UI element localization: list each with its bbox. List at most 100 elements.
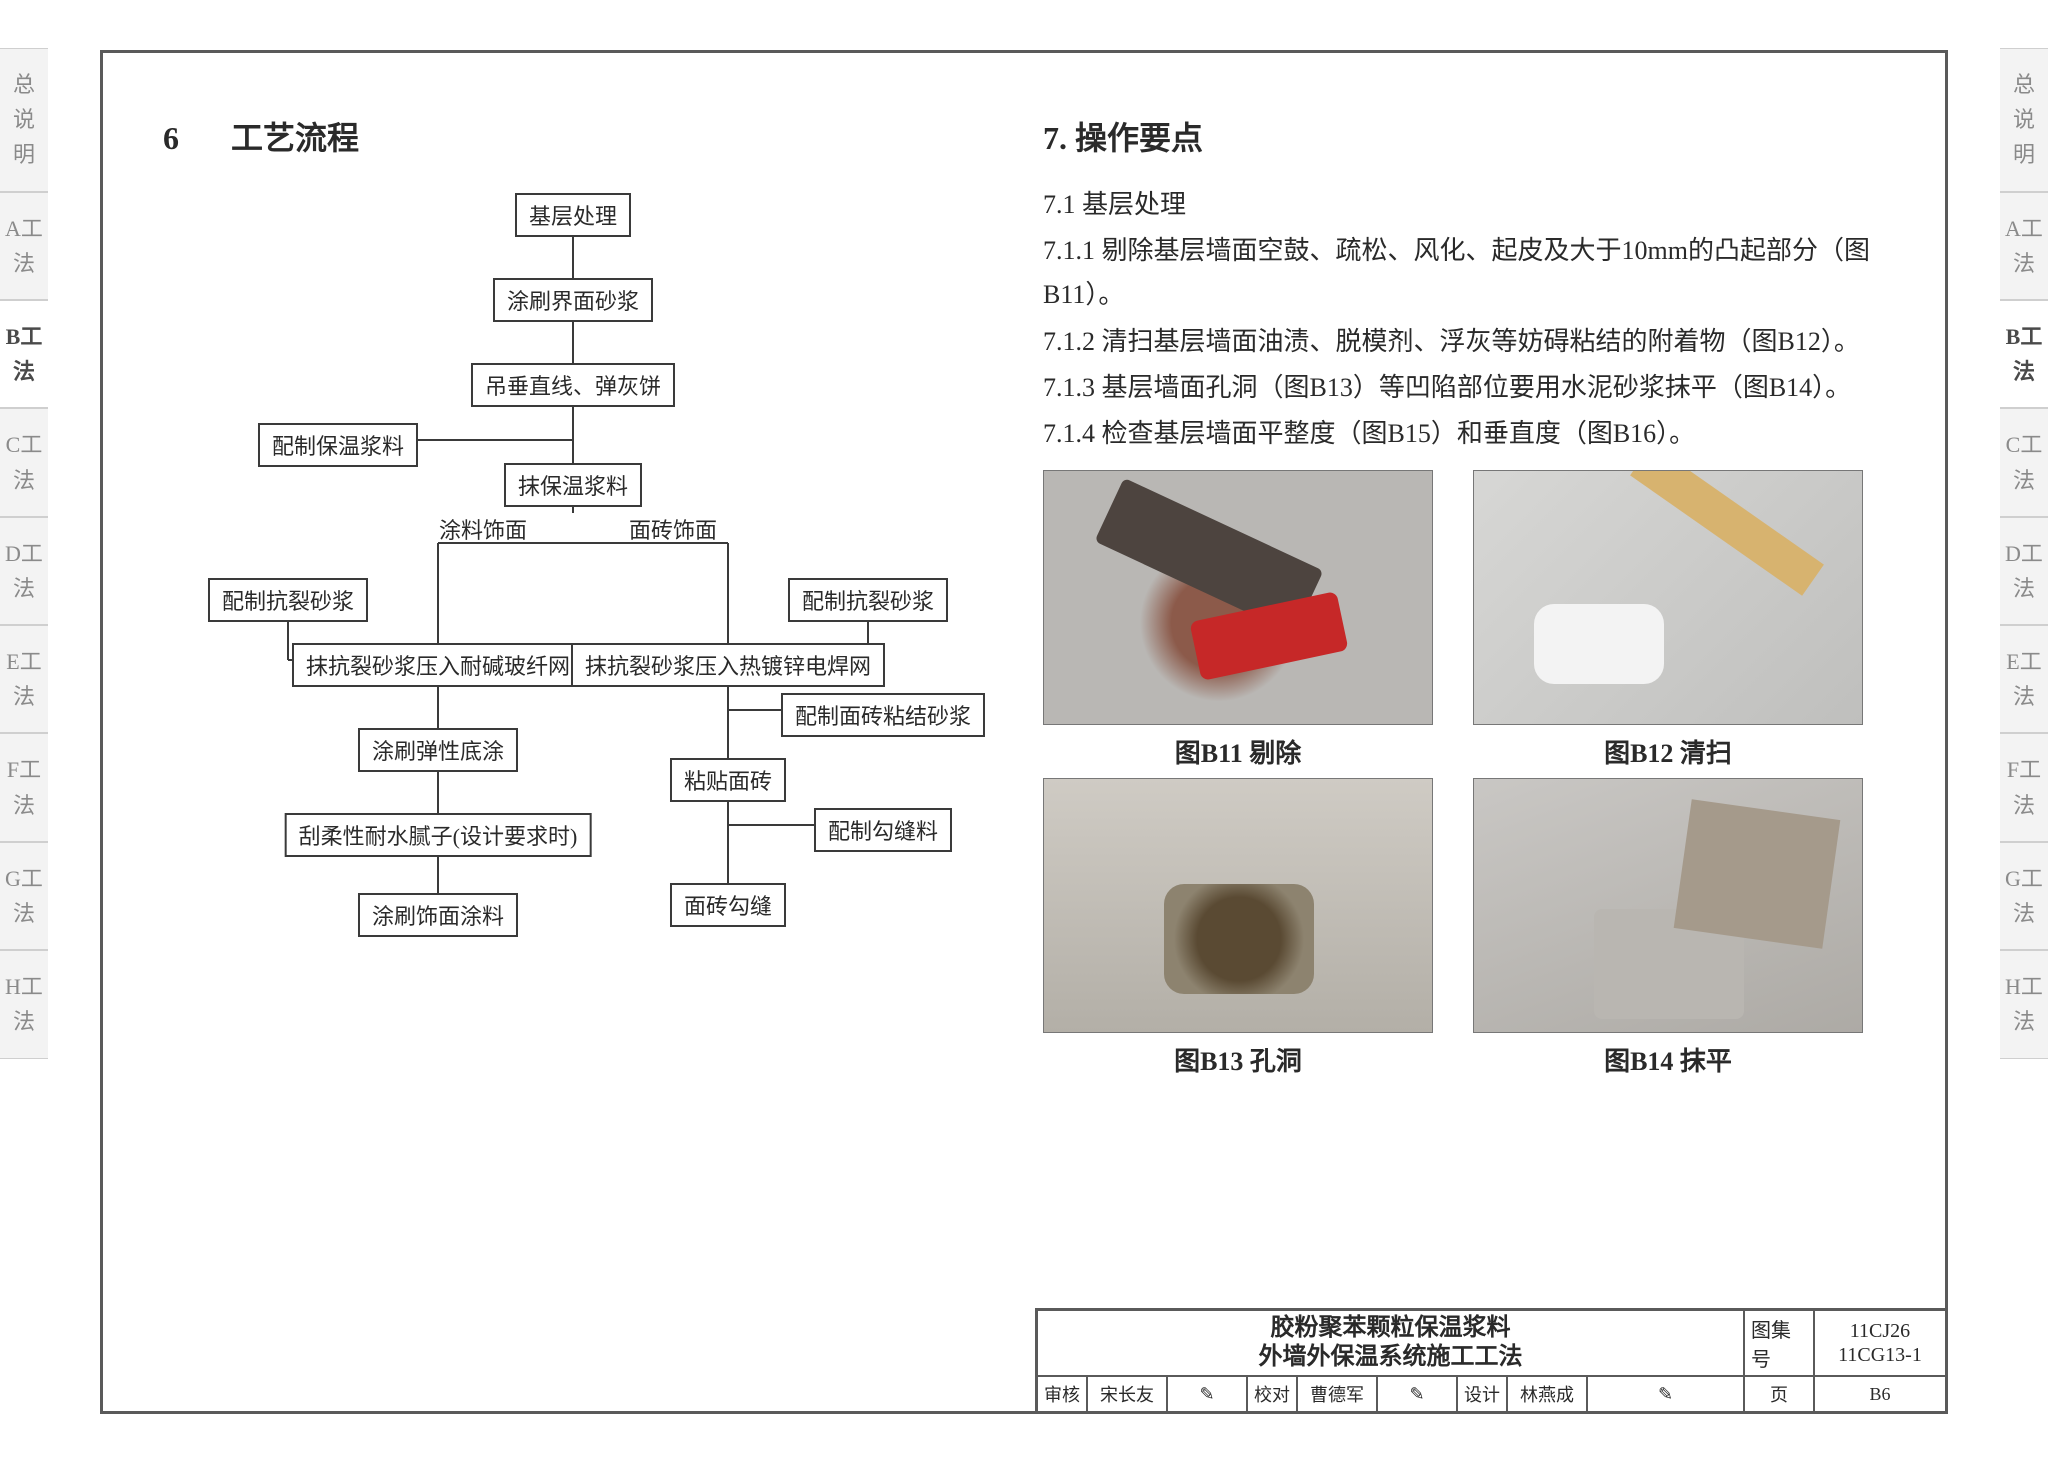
drawing-title-line2: 外墙外保温系统施工工法 <box>1259 1343 1523 1372</box>
tb-page-num: B6 <box>1815 1377 1945 1411</box>
tb-校对-label: 校对 <box>1248 1377 1298 1411</box>
tab-label: C工法 <box>2004 427 2044 497</box>
photo-b12 <box>1473 470 1863 725</box>
atlas-label: 图集号 <box>1745 1311 1815 1375</box>
flow-node-n1: 基层处理 <box>515 193 631 237</box>
tab-label: F工法 <box>2004 752 2044 822</box>
tab-e-r[interactable]: E工法 <box>2000 625 2048 733</box>
tab-f-r[interactable]: F工法 <box>2000 733 2048 841</box>
drawing-title-line1: 胶粉聚苯颗粒保温浆料 <box>1259 1314 1523 1343</box>
flow-node-n11: 配制面砖粘结砂浆 <box>781 693 985 737</box>
tb-审核-name: 宋长友 <box>1088 1377 1168 1411</box>
para-7-1-1: 7.1.1 剔除基层墙面空鼓、疏松、风化、起皮及大于10mm的凸起部分（图B11… <box>1043 229 1915 317</box>
section-6-num: 6 <box>163 120 223 157</box>
flow-node-n12: 粘贴面砖 <box>670 758 786 802</box>
tab-label: A工法 <box>2004 211 2044 281</box>
flow-branch-left: 涂料饰面 <box>439 513 527 545</box>
tb-设计-label: 设计 <box>1458 1377 1508 1411</box>
tab-label: 总说明 <box>2004 67 2044 173</box>
tab-label: B工法 <box>2004 319 2044 389</box>
tab-h-r[interactable]: H工法 <box>2000 950 2048 1058</box>
tab-h[interactable]: H工法 <box>0 950 48 1058</box>
tab-strip-left: 总说明 A工法 B工法 C工法 D工法 E工法 F工法 G工法 H工法 <box>0 48 48 1059</box>
flow-edges <box>163 183 983 1193</box>
tab-label: A工法 <box>4 211 44 281</box>
caption-b12: 图B12 清扫 <box>1473 733 1863 770</box>
tab-label: G工法 <box>2004 861 2044 931</box>
photo-b14 <box>1473 778 1863 1033</box>
flow-branch-right: 面砖饰面 <box>629 513 717 545</box>
flow-node-n9: 抹抗裂砂浆压入热镀锌电焊网 <box>571 643 885 687</box>
tab-c[interactable]: C工法 <box>0 408 48 516</box>
tab-label: E工法 <box>4 644 44 714</box>
tab-label: E工法 <box>2004 644 2044 714</box>
flow-node-n10: 涂刷弹性底涂 <box>358 728 518 772</box>
section-7-text: 操作要点 <box>1075 120 1203 156</box>
photo-b11 <box>1043 470 1433 725</box>
tab-label: G工法 <box>4 861 44 931</box>
tab-label: C工法 <box>4 427 44 497</box>
flow-node-n13: 刮柔性耐水腻子(设计要求时) <box>285 813 592 857</box>
photo-b13 <box>1043 778 1433 1033</box>
para-7-1: 7.1 基层处理 <box>1043 183 1915 227</box>
tab-label: 总说明 <box>4 67 44 173</box>
tb-审核-label: 审核 <box>1038 1377 1088 1411</box>
tab-b[interactable]: B工法 <box>0 300 48 408</box>
drawing-title: 胶粉聚苯颗粒保温浆料 外墙外保温系统施工工法 <box>1259 1314 1523 1372</box>
flow-node-n6: 配制抗裂砂浆 <box>208 578 368 622</box>
tab-g-r[interactable]: G工法 <box>2000 842 2048 950</box>
process-flowchart: 基层处理 涂刷界面砂浆 吊垂直线、弹灰饼 配制保温浆料 抹保温浆料 涂料饰面 面… <box>163 183 983 1193</box>
flow-node-n7: 配制抗裂砂浆 <box>788 578 948 622</box>
tb-校对-sign: ✎ <box>1378 1377 1458 1411</box>
para-7-1-2: 7.1.2 清扫基层墙面油渍、脱模剂、浮灰等妨碍粘结的附着物（图B12）。 <box>1043 320 1915 364</box>
tab-a-r[interactable]: A工法 <box>2000 192 2048 300</box>
tab-g[interactable]: G工法 <box>0 842 48 950</box>
tab-label: F工法 <box>4 752 44 822</box>
flow-node-n8: 抹抗裂砂浆压入耐碱玻纤网 <box>292 643 584 687</box>
section-operation: 7. 操作要点 7.1 基层处理 7.1.1 剔除基层墙面空鼓、疏松、风化、起皮… <box>1043 113 1915 1078</box>
section-7-title: 7. 操作要点 <box>1043 113 1915 159</box>
flow-node-n2: 涂刷界面砂浆 <box>493 278 653 322</box>
atlas-code-2: 11CG13-1 <box>1838 1343 1922 1367</box>
title-block: 胶粉聚苯颗粒保温浆料 外墙外保温系统施工工法 图集号 11CJ26 11CG13… <box>1035 1308 1945 1411</box>
section-process: 6 工艺流程 <box>163 113 983 1193</box>
tab-overview-r[interactable]: 总说明 <box>2000 48 2048 192</box>
tab-label: B工法 <box>4 319 44 389</box>
flow-node-n14: 配制勾缝料 <box>814 808 952 852</box>
tb-校对-name: 曹德军 <box>1298 1377 1378 1411</box>
tab-overview[interactable]: 总说明 <box>0 48 48 192</box>
section-6-title: 6 工艺流程 <box>163 113 983 159</box>
tab-label: H工法 <box>2004 969 2044 1039</box>
para-7-1-4: 7.1.4 检查基层墙面平整度（图B15）和垂直度（图B16）。 <box>1043 412 1915 456</box>
photo-grid: 图B11 剔除 图B12 清扫 图B13 孔洞 图B14 抹平 <box>1043 470 1863 1078</box>
atlas-code-1: 11CJ26 <box>1850 1319 1910 1343</box>
tab-c-r[interactable]: C工法 <box>2000 408 2048 516</box>
caption-b13: 图B13 孔洞 <box>1043 1041 1433 1078</box>
tab-label: D工法 <box>2004 536 2044 606</box>
tab-label: H工法 <box>4 969 44 1039</box>
section-7-num: 7. <box>1043 120 1067 156</box>
tab-e[interactable]: E工法 <box>0 625 48 733</box>
tab-b-r[interactable]: B工法 <box>2000 300 2048 408</box>
flow-node-n16: 面砖勾缝 <box>670 883 786 927</box>
section-6-text: 工艺流程 <box>231 120 359 156</box>
flow-node-n4: 配制保温浆料 <box>258 423 418 467</box>
tb-设计-name: 林燕成 <box>1508 1377 1588 1411</box>
page-frame: 6 工艺流程 <box>100 50 1948 1414</box>
flow-node-n5: 抹保温浆料 <box>504 463 642 507</box>
tab-d[interactable]: D工法 <box>0 517 48 625</box>
page-content: 6 工艺流程 <box>103 53 1945 1411</box>
caption-b14: 图B14 抹平 <box>1473 1041 1863 1078</box>
caption-b11: 图B11 剔除 <box>1043 733 1433 770</box>
tab-strip-right: 总说明 A工法 B工法 C工法 D工法 E工法 F工法 G工法 H工法 <box>2000 48 2048 1059</box>
tb-page-label: 页 <box>1745 1377 1815 1411</box>
para-7-1-3: 7.1.3 基层墙面孔洞（图B13）等凹陷部位要用水泥砂浆抹平（图B14）。 <box>1043 366 1915 410</box>
tb-设计-sign: ✎ <box>1588 1377 1745 1411</box>
flow-node-n15: 涂刷饰面涂料 <box>358 893 518 937</box>
flow-node-n3: 吊垂直线、弹灰饼 <box>471 363 675 407</box>
tb-审核-sign: ✎ <box>1168 1377 1248 1411</box>
tab-d-r[interactable]: D工法 <box>2000 517 2048 625</box>
tab-f[interactable]: F工法 <box>0 733 48 841</box>
tab-a[interactable]: A工法 <box>0 192 48 300</box>
tab-label: D工法 <box>4 536 44 606</box>
